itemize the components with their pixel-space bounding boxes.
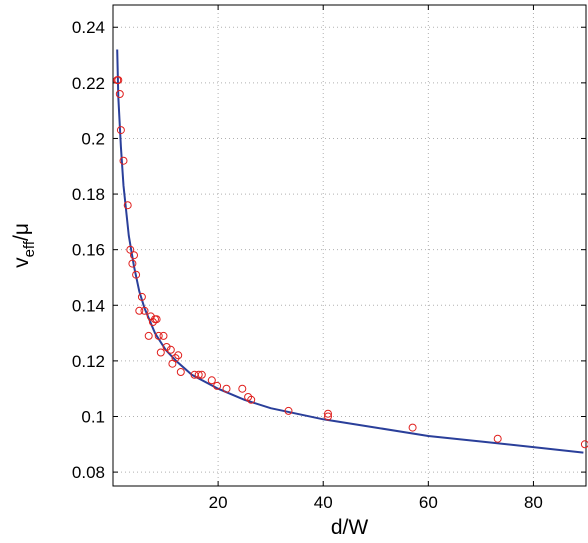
- y-tick-label: 0.18: [72, 185, 105, 204]
- data-point: [197, 370, 206, 379]
- data-point: [126, 245, 135, 254]
- data-point: [247, 395, 256, 404]
- data-point: [156, 348, 165, 357]
- x-tick-label: 60: [419, 493, 438, 512]
- data-points: [113, 76, 588, 449]
- data-point: [238, 384, 247, 393]
- data-point: [132, 270, 141, 279]
- data-point: [171, 354, 180, 363]
- data-point: [213, 381, 222, 390]
- y-axis-label-main: v: [10, 257, 33, 268]
- plot-frame: [112, 4, 587, 487]
- data-point: [284, 406, 293, 415]
- data-point: [166, 345, 175, 354]
- data-point: [176, 368, 185, 376]
- x-tick-label: 40: [314, 493, 333, 512]
- data-point: [144, 331, 153, 340]
- y-tick-labels: 0.08 0.1 0.12 0.14 0.16 0.18 0.2 0.22 0.24: [72, 18, 105, 482]
- data-point: [207, 376, 216, 385]
- data-point: [324, 409, 332, 418]
- y-tick-label: 0.22: [72, 74, 105, 93]
- x-tick-labels: 20 40 60 80: [209, 493, 543, 512]
- grid: [113, 5, 586, 486]
- y-axis-label-subscript: eff: [21, 240, 38, 257]
- data-point: [128, 259, 137, 268]
- data-point: [174, 351, 183, 360]
- data-point: [123, 201, 132, 210]
- data-point: [493, 434, 502, 443]
- y-axis-label: veff/μ: [10, 223, 38, 268]
- x-tick-label: 80: [524, 493, 543, 512]
- data-point: [162, 343, 171, 351]
- x-tick-label: 20: [209, 493, 228, 512]
- fit-line: [116, 49, 584, 454]
- data-point: [408, 423, 417, 432]
- data-point: [114, 76, 123, 85]
- y-tick-label: 0.16: [72, 241, 105, 260]
- data-point: [130, 251, 138, 260]
- y-tick-label: 0.24: [72, 18, 105, 37]
- data-point: [137, 292, 146, 301]
- data-point: [194, 370, 203, 379]
- data-point: [119, 156, 128, 165]
- data-point: [159, 331, 168, 340]
- y-tick-label: 0.08: [72, 463, 105, 482]
- y-tick-label: 0.2: [81, 129, 105, 148]
- y-tick-label: 0.1: [81, 407, 105, 426]
- x-axis-label: d/W: [331, 516, 369, 539]
- data-point: [324, 412, 332, 421]
- y-axis-label-tail: /μ: [10, 223, 33, 241]
- data-point: [140, 306, 149, 315]
- data-point: [152, 315, 161, 324]
- data-point: [116, 126, 125, 135]
- data-point: [115, 90, 124, 98]
- axis-ticks: [113, 5, 586, 486]
- y-tick-label: 0.14: [72, 296, 105, 315]
- data-point: [154, 331, 163, 340]
- data-point: [580, 440, 588, 449]
- data-point: [222, 384, 231, 393]
- y-tick-label: 0.12: [72, 352, 105, 371]
- data-point: [135, 306, 144, 315]
